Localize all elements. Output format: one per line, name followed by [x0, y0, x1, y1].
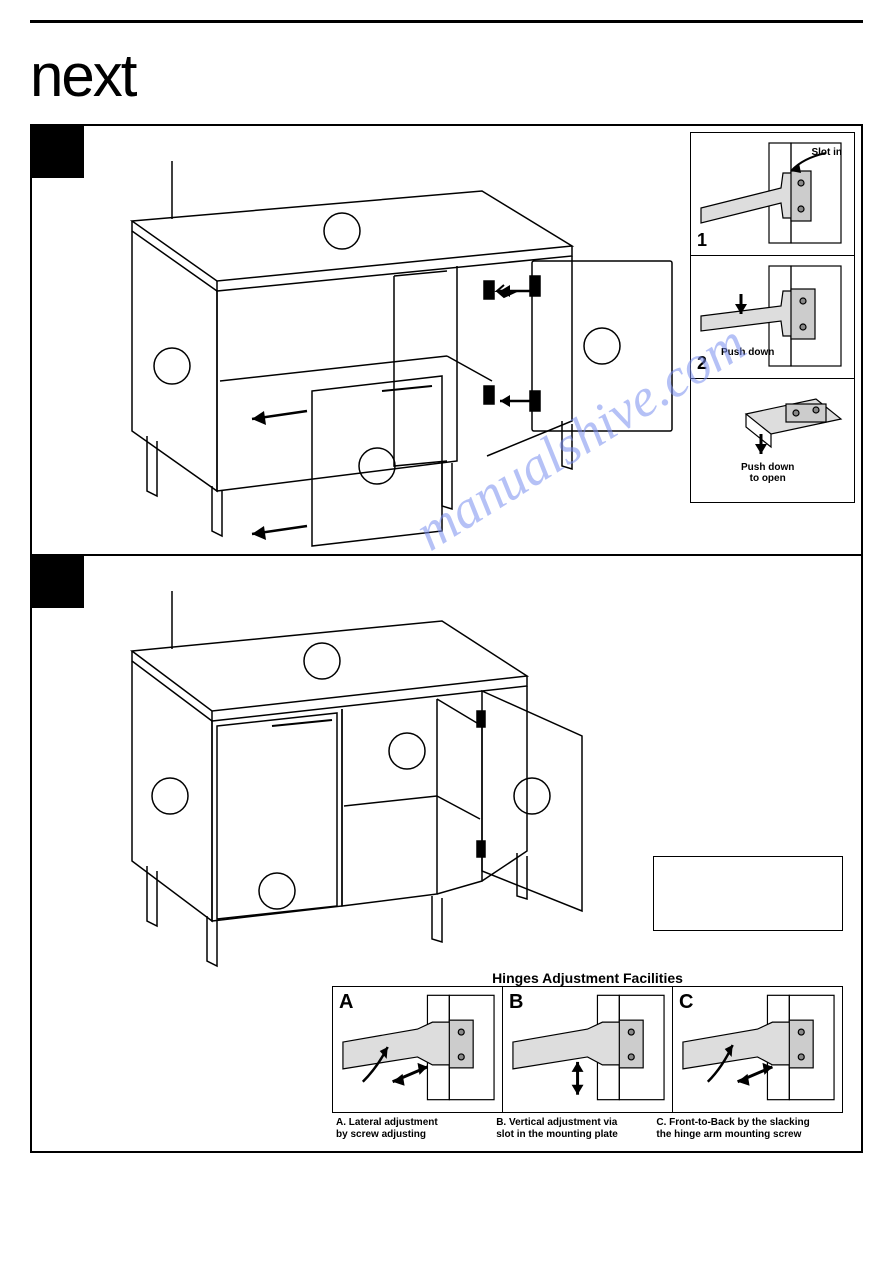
hinge-open-line2: to open — [750, 473, 786, 484]
top-rule — [30, 20, 863, 23]
step-14-diagram — [42, 561, 662, 971]
hinge-c-diagram — [673, 987, 842, 1107]
hinge-c-line2: the hinge arm mounting screw — [656, 1129, 801, 1140]
step-14-panel: Hinges Adjustment Facilities A — [32, 556, 861, 1151]
hinge-detail-num-2: 2 — [697, 353, 707, 374]
step-13-diagram — [42, 131, 702, 551]
hinge-push-down-diagram — [691, 256, 856, 379]
hinges-letter-c: C — [679, 991, 693, 1014]
hinge-a-line1: A. Lateral adjustment — [336, 1117, 438, 1128]
hinge-caption-a: A. Lateral adjustment by screw adjusting — [332, 1113, 492, 1141]
note-box — [653, 856, 843, 931]
hinges-letter-a: A — [339, 991, 353, 1014]
hinge-detail-2: Push down 2 — [691, 256, 854, 379]
hinges-col-c: C — [673, 987, 842, 1112]
hinge-label-slot-in: Slot in — [811, 147, 842, 158]
hinges-title: Hinges Adjustment Facilities — [332, 970, 843, 986]
hinge-detail-1: Slot in 1 — [691, 133, 854, 256]
hinge-b-diagram — [503, 987, 672, 1107]
hinge-caption-b: B. Vertical adjustment via slot in the m… — [492, 1113, 652, 1141]
hinges-captions: A. Lateral adjustment by screw adjusting… — [332, 1113, 843, 1141]
hinge-c-line1: C. Front-to-Back by the slacking — [656, 1117, 809, 1128]
hinges-col-b: B — [503, 987, 673, 1112]
hinge-b-line2: slot in the mounting plate — [496, 1129, 618, 1140]
hinge-detail-num-1: 1 — [697, 230, 707, 251]
hinge-label-push-down: Push down — [721, 347, 774, 358]
hinge-b-line1: B. Vertical adjustment via — [496, 1117, 617, 1128]
hinges-col-a: A — [333, 987, 503, 1112]
hinges-letter-b: B — [509, 991, 523, 1014]
hinge-a-line2: by screw adjusting — [336, 1129, 426, 1140]
hinge-open-line1: Push down — [741, 462, 794, 473]
hinge-detail-3: Push down to open — [691, 379, 854, 502]
page-frame: Slot in 1 Push down — [30, 124, 863, 1153]
hinge-caption-c: C. Front-to-Back by the slacking the hin… — [652, 1113, 843, 1141]
hinge-detail-panel: Slot in 1 Push down — [690, 132, 855, 503]
hinges-adjustment-block: Hinges Adjustment Facilities A — [332, 962, 843, 1141]
hinge-a-diagram — [333, 987, 502, 1107]
hinges-row: A — [332, 986, 843, 1113]
brand-logo: next — [30, 41, 863, 110]
step-13-panel: Slot in 1 Push down — [32, 126, 861, 556]
hinge-label-open: Push down to open — [741, 462, 794, 484]
